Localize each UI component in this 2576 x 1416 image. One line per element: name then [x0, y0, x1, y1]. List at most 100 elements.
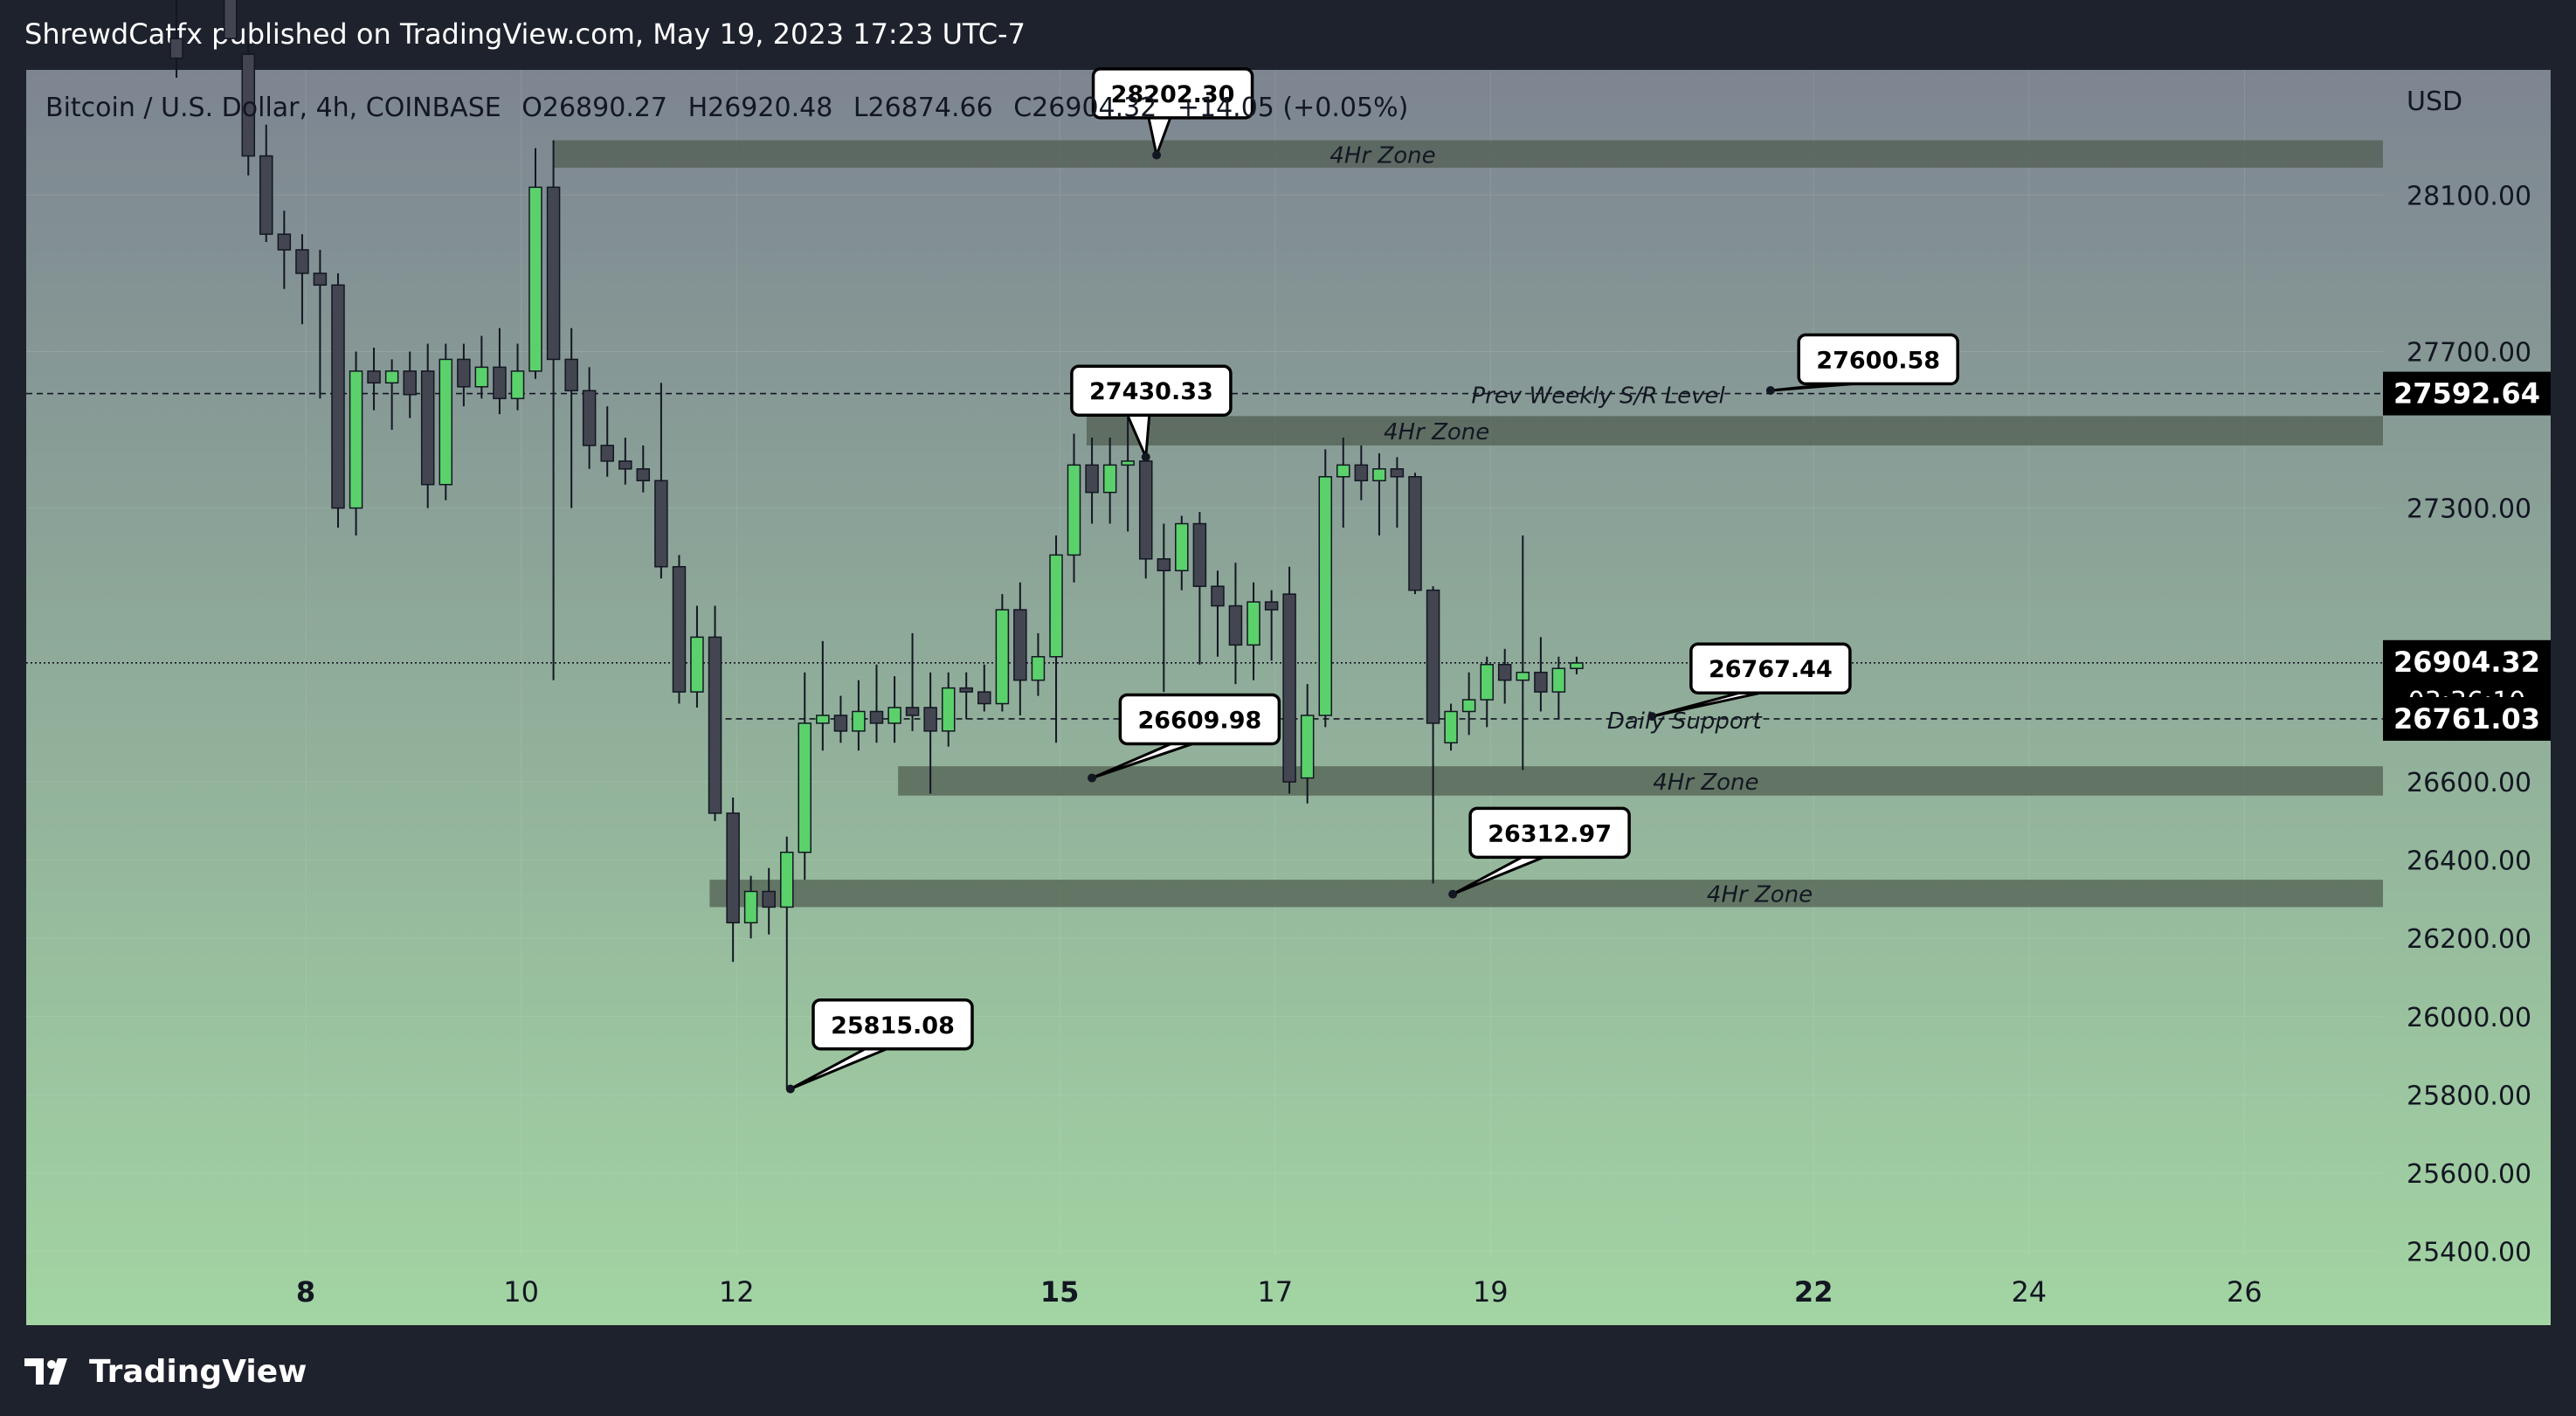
candle: [1354, 445, 1369, 501]
candle: [403, 351, 417, 418]
price-tick-label: 27300.00: [2407, 494, 2531, 525]
price-callout: 25815.08: [785, 998, 974, 1094]
price-tick-label: 27700.00: [2407, 337, 2531, 368]
candle: [1192, 512, 1207, 665]
candle-body: [331, 284, 345, 509]
candle: [618, 437, 632, 485]
callout-point: [1152, 150, 1162, 160]
candle: [1318, 449, 1333, 728]
price-tick-label: 25600.00: [2407, 1159, 2531, 1190]
candle-body: [1408, 476, 1422, 591]
candle-body: [169, 38, 183, 59]
candle-body: [708, 636, 722, 814]
callout-box: [811, 998, 974, 1051]
candle: [313, 250, 328, 399]
price-callout: 27430.33: [1070, 364, 1233, 462]
candle: [636, 445, 651, 493]
candle-body: [1049, 554, 1063, 658]
candle-body: [798, 722, 811, 853]
time-axis[interactable]: 8 10 12 15 17 19 22 24 26: [296, 1275, 2262, 1309]
time-tick-label: 8: [296, 1275, 315, 1309]
candle-body: [869, 710, 884, 724]
candle-body: [618, 460, 632, 470]
price-tick-label: 26000.00: [2407, 1003, 2531, 1033]
price-callout: 28202.30: [1091, 67, 1254, 160]
candle: [1372, 452, 1386, 535]
candle: [654, 383, 668, 579]
candle-body: [762, 890, 776, 908]
candle-body: [1444, 710, 1458, 744]
candle: [1408, 473, 1422, 595]
candle: [905, 632, 920, 731]
price-tag-bg: [2383, 371, 2551, 416]
callout-box: [1118, 693, 1281, 746]
candle-body: [977, 691, 991, 705]
candle: [259, 124, 273, 243]
candle-body: [528, 186, 542, 372]
zones: 4Hr Zone 4Hr Zone 4Hr Zone 4Hr Zone: [553, 140, 2383, 908]
candle-body: [259, 155, 273, 235]
candle: [1067, 433, 1081, 583]
candle: [995, 594, 1010, 712]
candle: [1497, 648, 1512, 704]
candle: [457, 343, 471, 407]
candle: [1175, 515, 1189, 591]
time-tick-label: 22: [1794, 1275, 1834, 1309]
zone-rect: [709, 880, 2383, 908]
candle-body: [852, 710, 866, 732]
candle-body: [420, 370, 435, 486]
candles: [169, 0, 1584, 1089]
candle-body: [493, 366, 507, 399]
candle-body: [1085, 464, 1099, 494]
candle-body: [384, 370, 399, 384]
candle: [1426, 586, 1440, 884]
candle: [798, 672, 811, 881]
candle: [1138, 449, 1153, 579]
candle: [384, 359, 399, 431]
candle: [223, 0, 238, 39]
callout-label: 28202.30: [1111, 81, 1235, 108]
candle: [1247, 582, 1260, 680]
candle: [833, 695, 848, 743]
candle: [1264, 590, 1279, 661]
candle: [977, 664, 991, 712]
callout-label: 26767.44: [1709, 656, 1833, 683]
candle-body: [923, 707, 937, 732]
time-tick-label: 15: [1040, 1275, 1080, 1309]
candle: [1480, 656, 1494, 728]
zone-rect: [1086, 416, 2383, 446]
candle: [923, 672, 937, 794]
candle: [762, 867, 776, 935]
candle: [1300, 684, 1315, 804]
candle-body: [546, 186, 561, 361]
callout-label: 25815.08: [831, 1012, 955, 1040]
zone-label: 4Hr Zone: [1329, 142, 1435, 169]
candle-body: [1336, 464, 1350, 478]
price-callout: 27600.58: [1765, 333, 1959, 395]
callout-point: [785, 1084, 795, 1094]
candle: [493, 328, 507, 415]
candle: [474, 335, 489, 399]
candle-body: [654, 480, 668, 568]
time-tick-label: 17: [1257, 1275, 1293, 1309]
price-axis[interactable]: 28100.00 27700.00 27300.00 26600.00 26400.00…: [2407, 181, 2531, 1267]
zone-label: 4Hr Zone: [1384, 419, 1489, 446]
candle: [510, 343, 525, 411]
candle: [852, 680, 866, 751]
time-tick-label: 12: [719, 1275, 755, 1309]
footer-logo[interactable]: TradingView: [24, 1350, 307, 1393]
candle: [1049, 535, 1063, 743]
currency-label: USD: [2407, 86, 2462, 117]
candle: [1211, 570, 1225, 657]
candle: [169, 0, 183, 78]
level-label: Daily Support: [1607, 708, 1763, 735]
candle: [941, 672, 956, 747]
candle: [1390, 457, 1405, 528]
candle-body: [743, 890, 758, 924]
candle: [1085, 437, 1099, 524]
time-tick-label: 26: [2227, 1275, 2262, 1309]
candle-body: [780, 851, 794, 908]
price-tick-label: 25800.00: [2407, 1081, 2531, 1111]
price-callout: 26609.98: [1088, 693, 1281, 783]
